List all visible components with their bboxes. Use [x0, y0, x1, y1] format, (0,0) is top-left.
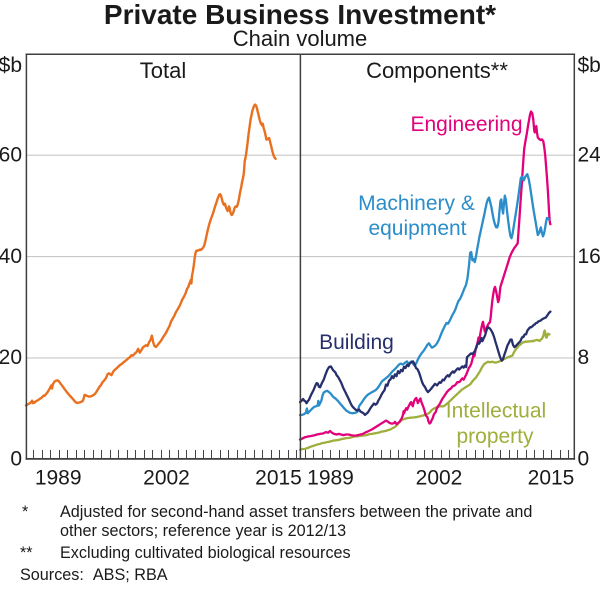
svg-text:property: property	[456, 425, 534, 448]
svg-text:16: 16	[578, 245, 600, 268]
svg-text:Private Business Investment*: Private Business Investment*	[104, 0, 496, 30]
svg-text:0: 0	[578, 448, 590, 471]
svg-text:1989: 1989	[307, 467, 354, 490]
svg-text:**: **	[20, 544, 33, 562]
svg-text:other sectors; reference year: other sectors; reference year is 2012/13	[60, 522, 346, 540]
svg-text:Adjusted for second-hand asset: Adjusted for second-hand asset transfers…	[60, 503, 532, 521]
svg-text:Machinery &: Machinery &	[358, 192, 475, 215]
svg-text:1989: 1989	[35, 467, 82, 490]
svg-text:8: 8	[578, 346, 590, 369]
svg-text:2002: 2002	[143, 467, 190, 490]
svg-text:$b: $b	[0, 54, 22, 77]
svg-text:Intellectual: Intellectual	[446, 400, 546, 423]
svg-text:Engineering: Engineering	[410, 113, 522, 136]
svg-text:Sources: ABS; RBA: Sources: ABS; RBA	[20, 566, 168, 584]
svg-text:2015: 2015	[255, 467, 302, 490]
svg-text:Excluding cultivated biologica: Excluding cultivated biological resource…	[60, 544, 351, 562]
svg-text:Total: Total	[140, 58, 186, 83]
svg-text:Chain volume: Chain volume	[233, 26, 368, 51]
svg-text:*: *	[22, 503, 29, 521]
svg-text:$b: $b	[578, 54, 600, 77]
svg-text:2015: 2015	[528, 467, 575, 490]
svg-text:2002: 2002	[416, 467, 463, 490]
svg-text:Building: Building	[319, 331, 394, 354]
svg-text:Components**: Components**	[366, 58, 508, 83]
svg-text:20: 20	[0, 346, 22, 369]
svg-text:60: 60	[0, 144, 22, 167]
svg-text:0: 0	[10, 448, 22, 471]
svg-text:equipment: equipment	[368, 217, 466, 240]
svg-text:40: 40	[0, 245, 22, 268]
svg-text:24: 24	[578, 144, 600, 167]
